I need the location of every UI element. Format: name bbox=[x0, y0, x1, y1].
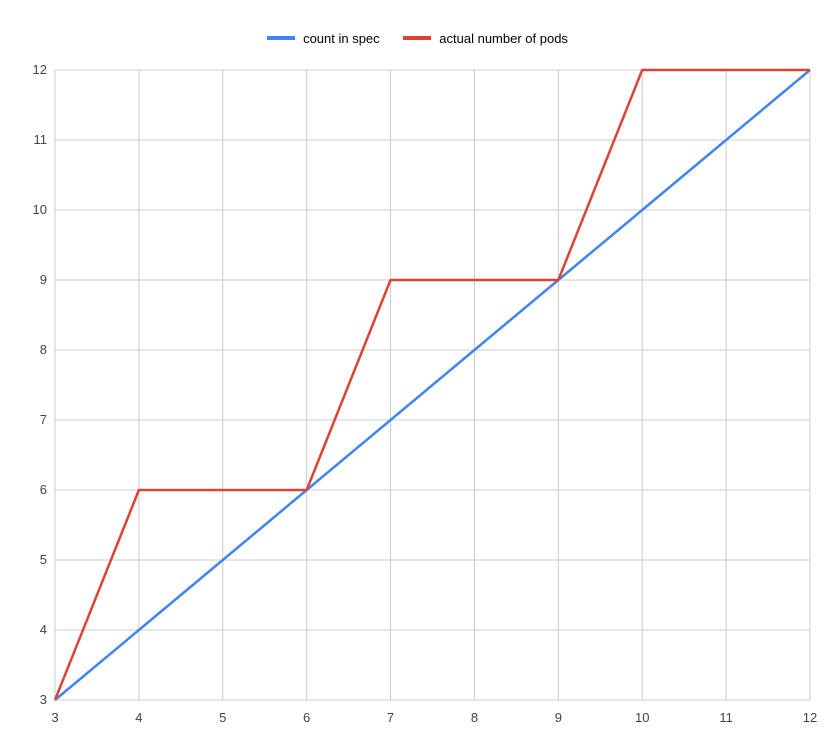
y-tick-label: 3 bbox=[23, 692, 47, 707]
x-tick-label: 10 bbox=[632, 710, 652, 725]
y-tick-label: 10 bbox=[23, 202, 47, 217]
x-tick-label: 9 bbox=[548, 710, 568, 725]
chart-svg bbox=[0, 0, 835, 750]
y-tick-label: 11 bbox=[23, 132, 47, 147]
y-tick-label: 7 bbox=[23, 412, 47, 427]
x-tick-label: 11 bbox=[716, 710, 736, 725]
y-tick-label: 9 bbox=[23, 272, 47, 287]
x-tick-label: 4 bbox=[129, 710, 149, 725]
x-tick-label: 6 bbox=[297, 710, 317, 725]
y-tick-label: 5 bbox=[23, 552, 47, 567]
chart-container: count in spec actual number of pods 3456… bbox=[0, 0, 835, 750]
x-tick-label: 3 bbox=[45, 710, 65, 725]
y-tick-label: 12 bbox=[23, 62, 47, 77]
x-tick-label: 5 bbox=[213, 710, 233, 725]
y-tick-label: 6 bbox=[23, 482, 47, 497]
y-tick-label: 8 bbox=[23, 342, 47, 357]
x-tick-label: 7 bbox=[381, 710, 401, 725]
y-tick-label: 4 bbox=[23, 622, 47, 637]
x-tick-label: 12 bbox=[800, 710, 820, 725]
x-tick-label: 8 bbox=[464, 710, 484, 725]
